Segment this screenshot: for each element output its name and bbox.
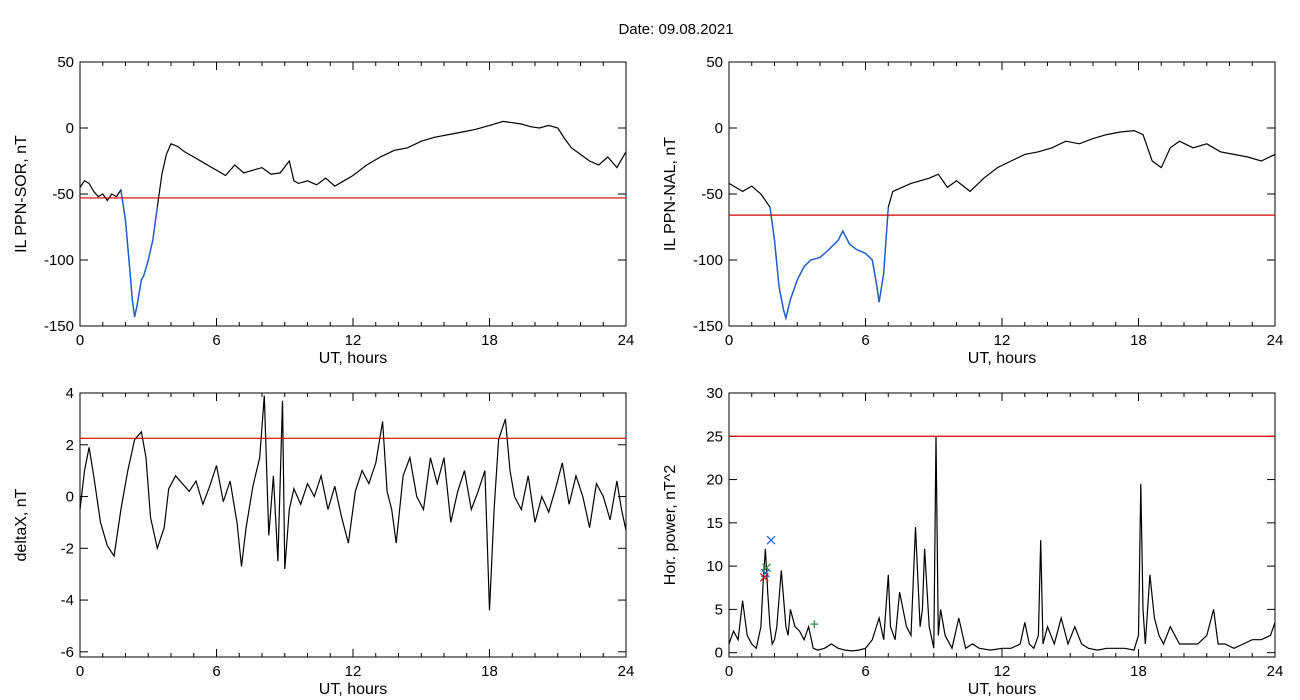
- x-tick-label: 24: [618, 332, 635, 349]
- y-tick-label: 2: [66, 437, 74, 454]
- y-tick-label: 25: [706, 428, 723, 445]
- plot-frame: [728, 392, 1276, 658]
- plot-frame: [728, 61, 1276, 327]
- x-tick-label: 12: [994, 332, 1011, 349]
- marker-point: [766, 535, 776, 545]
- x-tick-label: 12: [345, 663, 362, 680]
- series-line: [728, 436, 1276, 652]
- x-axis-label: UT, hours: [968, 681, 1036, 698]
- x-tick-label: 6: [861, 332, 869, 349]
- x-tick-label: 18: [481, 663, 498, 680]
- y-tick-label: 10: [706, 558, 723, 575]
- y-tick-label: -100: [44, 252, 74, 269]
- y-tick-label: 50: [706, 54, 723, 71]
- x-tick-label: 6: [212, 663, 220, 680]
- y-axis-label: deltaX, nT: [13, 488, 30, 561]
- series-line: [79, 120, 627, 317]
- y-tick-label: -50: [52, 186, 74, 203]
- marker-point: [762, 563, 771, 573]
- y-tick-label: 0: [715, 120, 723, 137]
- x-axis-label: UT, hours: [319, 681, 387, 698]
- panel-sor: 0 6 12 18 24 -150 -100 -50 0 50 UT, hours IL PPN-SO…: [13, 54, 634, 367]
- x-tick-label: 0: [725, 332, 733, 349]
- y-tick-label: -50: [701, 186, 723, 203]
- y-tick-label: -150: [44, 318, 74, 335]
- x-tick-label: 0: [725, 663, 733, 680]
- figure-title: Date: 09.08.2021: [618, 21, 733, 38]
- y-tick-label: -2: [61, 540, 74, 557]
- y-tick-label: 0: [66, 120, 74, 137]
- series-line: [728, 129, 1276, 321]
- x-tick-label: 24: [618, 663, 635, 680]
- y-tick-label: 5: [715, 601, 723, 618]
- x-tick-label: 18: [481, 332, 498, 349]
- series-line: [79, 395, 627, 611]
- highlight-segment: [120, 189, 158, 317]
- panel-nal: 0 6 12 18 24 -150 -100 -50 0 50 UT, hours IL PPN-NA…: [662, 54, 1283, 367]
- y-tick-label: -4: [61, 592, 74, 609]
- y-tick-label: -6: [61, 644, 74, 661]
- y-tick-label: 30: [706, 385, 723, 402]
- y-tick-label: 0: [66, 489, 74, 506]
- x-tick-label: 18: [1130, 663, 1147, 680]
- x-tick-label: 12: [994, 663, 1011, 680]
- marker-point: [759, 572, 769, 582]
- x-tick-label: 12: [345, 332, 362, 349]
- marker-point: [810, 620, 819, 629]
- x-tick-label: 0: [76, 663, 84, 680]
- y-tick-label: 0: [715, 645, 723, 662]
- y-tick-label: -150: [693, 318, 723, 335]
- marker-stroke: [759, 572, 769, 582]
- x-tick-label: 24: [1267, 663, 1284, 680]
- y-tick-label: 50: [57, 54, 74, 71]
- y-axis-label: Hor. power, nT^2: [662, 465, 679, 586]
- x-tick-label: 6: [212, 332, 220, 349]
- highlight-segment: [769, 207, 889, 321]
- x-tick-label: 0: [76, 332, 84, 349]
- y-tick-label: 4: [66, 385, 74, 402]
- marker-stroke: [762, 563, 771, 573]
- x-tick-label: 18: [1130, 332, 1147, 349]
- marker-stroke: [766, 535, 776, 545]
- y-axis-label: IL PPN-NAL, nT: [662, 137, 679, 251]
- y-tick-label: 20: [706, 472, 723, 489]
- y-tick-label: -100: [693, 252, 723, 269]
- x-tick-label: 24: [1267, 332, 1284, 349]
- x-axis-label: UT, hours: [968, 350, 1036, 367]
- panel-power: 0 6 12 18 24 0 5 10 15 20 25 30 UT, hours Hor. power,…: [662, 385, 1283, 698]
- x-tick-label: 6: [861, 663, 869, 680]
- plot-frame: [79, 61, 627, 327]
- x-axis-label: UT, hours: [319, 350, 387, 367]
- y-tick-label: 15: [706, 515, 723, 532]
- y-axis-label: IL PPN-SOR, nT: [13, 135, 30, 253]
- plot-frame: [79, 392, 627, 658]
